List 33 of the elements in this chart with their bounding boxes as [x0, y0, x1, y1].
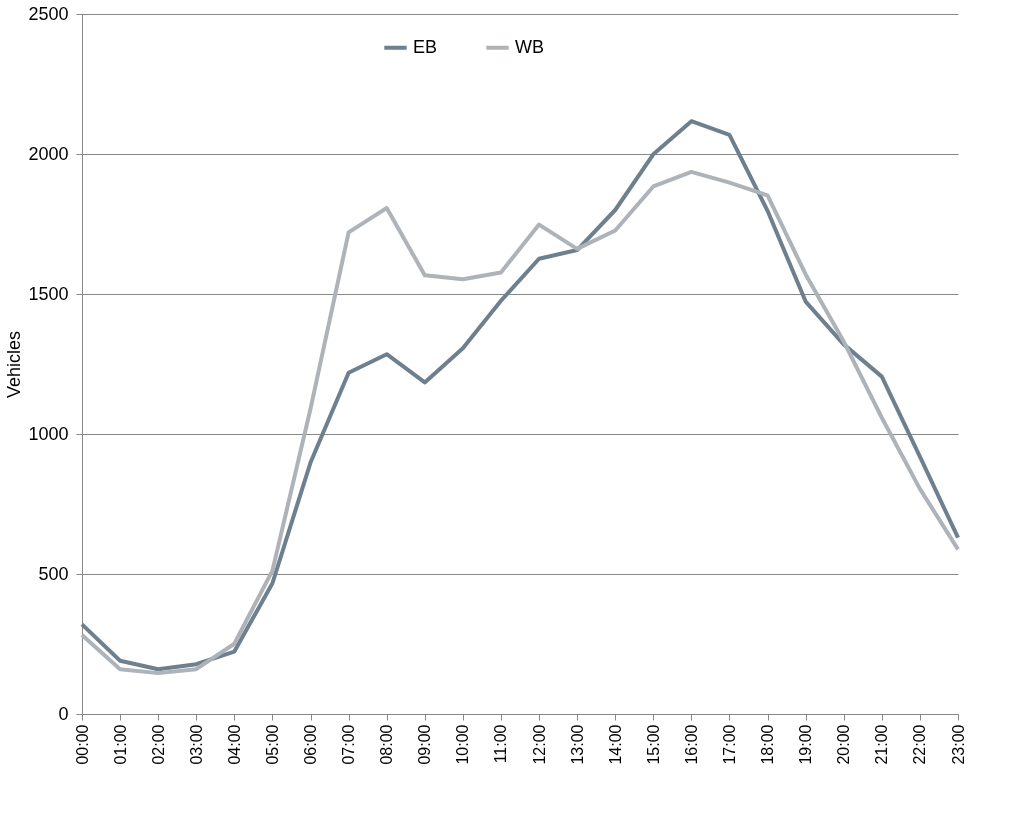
x-tick-label: 01:00: [111, 724, 129, 765]
x-tick-label: 18:00: [759, 724, 777, 765]
x-tick-label: 22:00: [911, 724, 929, 765]
x-tick-label: 20:00: [835, 724, 853, 765]
x-tick-label: 19:00: [797, 724, 815, 765]
x-tick-label: 09:00: [416, 724, 434, 765]
legend-label: WB: [515, 36, 544, 57]
x-tick-label: 21:00: [873, 724, 891, 765]
x-tick-label: 23:00: [949, 724, 967, 765]
x-tick-label: 05:00: [263, 724, 281, 765]
legend-label: EB: [413, 36, 438, 57]
y-tick-label: 1500: [28, 283, 69, 304]
x-tick-label: 13:00: [568, 724, 586, 765]
x-tick-label: 12:00: [530, 724, 548, 765]
x-tick-label: 04:00: [225, 724, 243, 765]
x-tick-label: 07:00: [340, 724, 358, 765]
x-tick-label: 16:00: [682, 724, 700, 765]
y-tick-label: 1000: [28, 423, 69, 444]
y-tick-label: 2000: [28, 143, 69, 164]
x-tick-label: 15:00: [644, 724, 662, 765]
x-tick-label: 06:00: [302, 724, 320, 765]
x-tick-label: 11:00: [492, 724, 510, 764]
y-tick-label: 500: [38, 563, 69, 584]
x-tick-label: 14:00: [606, 724, 624, 765]
x-tick-label: 08:00: [378, 724, 396, 765]
x-tick-label: 00:00: [73, 724, 91, 765]
y-tick-label: 2500: [28, 3, 69, 24]
x-tick-label: 03:00: [187, 724, 205, 765]
y-tick-label: 0: [58, 703, 69, 724]
x-tick-label: 10:00: [454, 724, 472, 765]
y-axis-title: Vehicles: [4, 330, 25, 399]
x-tick-label: 17:00: [720, 724, 738, 765]
x-tick-label: 02:00: [149, 724, 167, 765]
